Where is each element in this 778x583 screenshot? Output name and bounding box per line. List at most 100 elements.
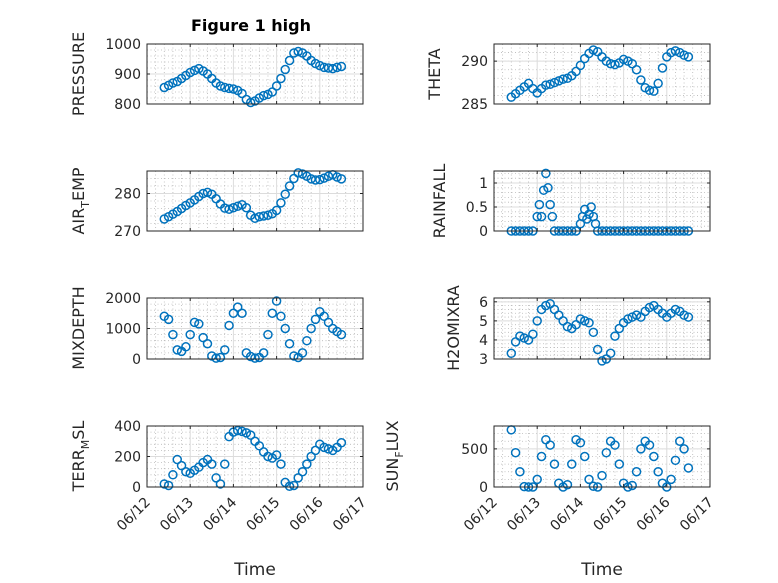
data-point: [172, 454, 182, 465]
data-point: [271, 205, 282, 216]
axes-6: 3 4 5 6 H2OMIXRA: [444, 285, 711, 371]
data-point: [532, 211, 542, 222]
data-point: [276, 73, 286, 84]
y-tick-label: 5: [479, 314, 488, 330]
axes-box: [493, 297, 711, 360]
y-tick-label: 290: [461, 54, 488, 70]
data-point: [657, 63, 668, 73]
y-tick-label: 280: [114, 187, 141, 203]
data-point: [683, 463, 694, 473]
data-point: [284, 481, 295, 491]
data-point: [653, 467, 663, 477]
data-point: [579, 451, 590, 462]
data-point: [215, 479, 226, 489]
data-point: [280, 64, 290, 75]
data-point: [159, 479, 170, 489]
y-tick-label: 0: [479, 480, 488, 496]
y-axis-label: TERRMSL: [69, 421, 92, 493]
data-point: [328, 63, 338, 74]
y-tick-label: 0: [479, 224, 488, 240]
data-point: [592, 344, 603, 355]
data-point: [323, 317, 334, 328]
axes-box: [493, 425, 711, 488]
data-point: [276, 198, 286, 208]
data-point: [534, 199, 545, 210]
data-point: [306, 323, 316, 334]
y-tick-label: 800: [114, 97, 141, 113]
data-point: [675, 436, 685, 446]
y-axis-label: MIXDEPTH: [69, 286, 88, 369]
data-point: [258, 211, 269, 221]
data-point: [202, 187, 213, 198]
y-tick-label: 2000: [105, 291, 141, 307]
data-point: [315, 60, 325, 71]
data-point: [547, 211, 558, 222]
data-point: [679, 50, 689, 60]
data-point: [176, 460, 187, 471]
data-point: [605, 348, 616, 359]
data-point: [610, 440, 620, 450]
data-point: [545, 79, 555, 90]
data-point: [220, 82, 230, 93]
data-point: [545, 440, 555, 450]
data-point: [271, 296, 282, 306]
y-tick-label: 0: [132, 352, 141, 368]
data-point: [528, 329, 538, 339]
data-point: [254, 441, 265, 451]
data-point: [575, 60, 586, 71]
data-point: [237, 426, 247, 437]
data-point: [198, 332, 208, 343]
data-point: [220, 345, 230, 355]
data-point: [649, 86, 659, 96]
data-point: [575, 314, 586, 324]
data-point: [280, 323, 290, 334]
axes-4: 0 0.5 1 RAINFALL: [430, 164, 711, 240]
y-tick-label: 1000: [105, 37, 141, 53]
data-point: [250, 213, 260, 223]
axes-box: [146, 170, 364, 232]
y-axis-label: THETA: [425, 48, 444, 100]
data-point: [636, 444, 646, 454]
data-point: [306, 451, 316, 462]
data-point: [610, 331, 620, 341]
data-point: [584, 318, 594, 328]
data-point: [610, 59, 620, 70]
data-point: [271, 450, 282, 460]
data-point: [310, 175, 321, 185]
data-point: [670, 304, 681, 315]
data-point: [562, 321, 573, 332]
axes-2: 285 290 THETA: [425, 43, 711, 113]
data-point: [254, 212, 265, 222]
data-point: [670, 455, 681, 466]
data-point: [679, 444, 689, 454]
data-point: [319, 62, 329, 73]
y-tick-label: 6: [479, 295, 488, 311]
data-point: [631, 64, 642, 75]
data-point: [310, 445, 321, 456]
data-point: [510, 447, 521, 458]
data-point: [558, 74, 568, 84]
x-axis-label: Time: [580, 560, 623, 580]
data-point: [276, 459, 286, 469]
y-tick-label: 1: [479, 176, 488, 192]
data-point: [336, 61, 347, 72]
y-tick-label: 285: [461, 97, 488, 113]
data-point: [679, 310, 689, 320]
data-point: [319, 311, 329, 322]
data-point: [276, 311, 286, 322]
data-point: [597, 470, 607, 481]
y-tick-label: 400: [114, 419, 141, 435]
axes-5: 0 1000 2000 MIXDEPTH: [69, 286, 364, 370]
data-point: [232, 425, 243, 436]
y-tick-label: 4: [479, 333, 488, 349]
data-point: [519, 333, 529, 343]
data-point: [336, 174, 347, 184]
data-point: [245, 97, 256, 108]
data-point: [263, 210, 273, 220]
data-point: [567, 459, 577, 469]
data-point: [168, 470, 178, 480]
data-point: [549, 459, 560, 469]
y-axis-label: H2OMIXRA: [444, 285, 463, 371]
data-point: [541, 300, 551, 311]
